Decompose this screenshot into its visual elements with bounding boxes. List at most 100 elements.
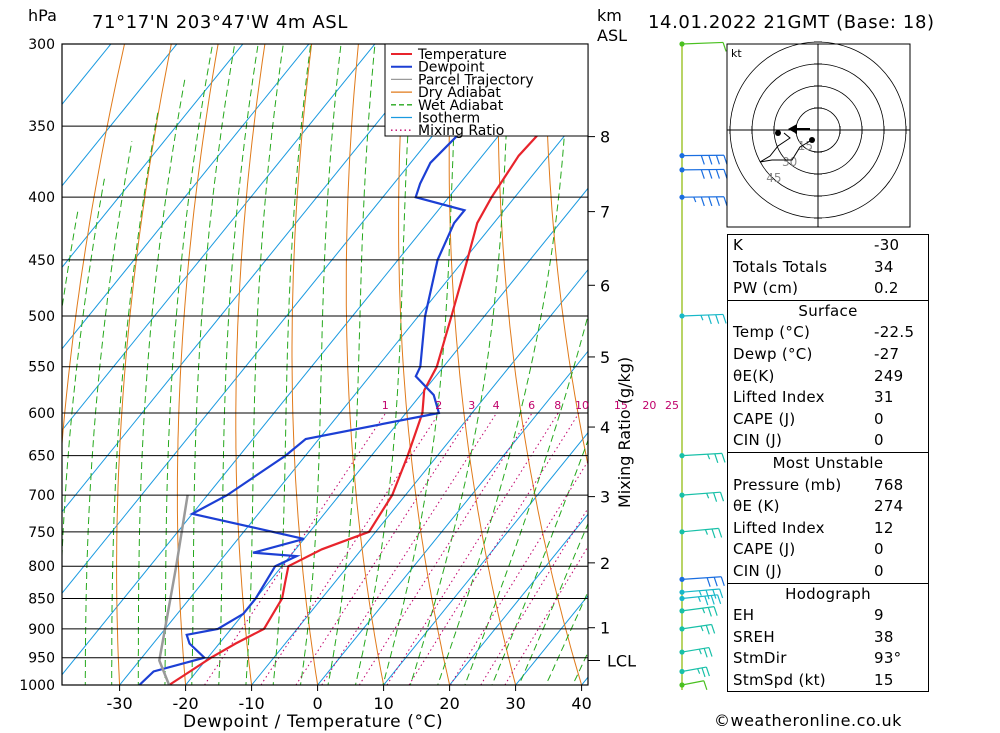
index-label: Dewp (°C) xyxy=(733,344,813,363)
mixing-ratio-line xyxy=(386,412,559,685)
plot-frame xyxy=(61,43,589,686)
index-row: Pressure (mb) 768 xyxy=(728,475,928,497)
wind-barb-dot xyxy=(679,649,685,655)
pressure-tick-label: 350 xyxy=(28,119,55,135)
index-row: StmDir 93° xyxy=(728,648,928,670)
index-value: 0 xyxy=(874,540,884,559)
wind-barb-dot xyxy=(679,589,685,595)
wind-barb xyxy=(681,168,728,179)
mixing-ratio-line xyxy=(321,412,498,685)
legend-label: Dewpoint xyxy=(418,60,485,76)
wind-barb xyxy=(681,576,725,587)
wind-barb xyxy=(681,41,727,52)
pressure-tick-label: 300 xyxy=(28,37,55,53)
location-title: 71°17'N 203°47'W 4m ASL xyxy=(92,12,348,33)
index-label: Pressure (mb) xyxy=(733,475,842,494)
index-label: θE(K) xyxy=(733,366,775,385)
pressure-tick-label: 800 xyxy=(28,559,55,575)
mixing-ratio-line xyxy=(295,412,473,685)
wind-barb xyxy=(681,606,718,617)
index-value: -27 xyxy=(874,344,900,363)
isotherm-line xyxy=(317,350,588,685)
dry-adiabat-line xyxy=(497,44,583,685)
x-tick-label: 30 xyxy=(505,694,525,713)
wet-adiabat-line xyxy=(62,176,106,567)
pressure-tick-label: 550 xyxy=(28,360,55,376)
wet-adiabat-line xyxy=(299,44,342,685)
x-tick-label: -20 xyxy=(173,694,199,713)
wet-adiabat-line xyxy=(382,44,459,685)
x-tick-label: -30 xyxy=(107,694,133,713)
isotherm-line xyxy=(383,431,588,685)
wind-barb xyxy=(681,646,713,658)
index-value: 0 xyxy=(874,561,884,580)
wet-adiabat-line xyxy=(464,313,588,685)
index-value: 34 xyxy=(874,257,894,276)
pressure-tick-label: 750 xyxy=(28,525,55,541)
index-label: Totals Totals xyxy=(733,257,828,276)
mixing-ratio-line xyxy=(449,460,588,685)
km-tick-label: 7 xyxy=(600,203,610,222)
index-label: CAPE (J) xyxy=(733,540,796,559)
wind-barb xyxy=(681,196,728,207)
index-label: CIN (J) xyxy=(733,431,783,450)
legend-label: Isotherm xyxy=(418,111,480,127)
index-label: StmDir xyxy=(733,649,787,668)
km-tick-label: 1 xyxy=(600,619,610,638)
x-tick-label: 20 xyxy=(439,694,459,713)
km-tick-label: 4 xyxy=(600,418,610,437)
hodograph-ring-label: 45 xyxy=(766,171,781,185)
index-label: Lifted Index xyxy=(733,388,825,407)
wet-adiabat-line xyxy=(437,44,571,685)
dry-adiabat-line xyxy=(345,44,385,685)
wind-barb xyxy=(681,491,725,502)
legend-label: Dry Adiabat xyxy=(418,85,501,101)
asl-unit-label: ASL xyxy=(597,26,627,45)
dry-adiabat-line xyxy=(235,44,266,685)
index-row: CIN (J) 0 xyxy=(728,561,928,583)
legend-label: Mixing Ratio xyxy=(418,123,504,139)
x-tick-label: 40 xyxy=(571,694,591,713)
mixing-ratio-label: 4 xyxy=(493,399,500,412)
wet-adiabat-line xyxy=(409,44,511,685)
wind-barb-dot xyxy=(679,668,685,675)
pressure-tick-label: 650 xyxy=(28,449,55,465)
index-value: 12 xyxy=(874,518,894,537)
wind-barb xyxy=(681,588,724,600)
hodograph-point xyxy=(775,130,781,136)
wet-adiabat-line xyxy=(272,44,312,685)
index-value: 0 xyxy=(874,409,884,428)
pressure-tick-label: 900 xyxy=(28,622,55,638)
wind-barb xyxy=(681,452,726,463)
index-row: StmSpd (kt) 15 xyxy=(728,670,928,692)
wind-barb xyxy=(681,623,716,635)
index-label: K xyxy=(733,236,744,254)
mixing-ratio-label: 6 xyxy=(528,399,535,412)
mixing-ratio-label: 15 xyxy=(614,399,628,412)
index-value: -22.5 xyxy=(874,323,915,342)
index-row: CAPE (J) 0 xyxy=(728,409,928,431)
index-value: 0.2 xyxy=(874,279,899,298)
index-value: -30 xyxy=(874,236,900,254)
isotherm-line xyxy=(62,44,310,350)
datetime-title: 14.01.2022 21GMT (Base: 18) xyxy=(648,12,935,33)
isotherm-line xyxy=(62,44,442,513)
legend-label: Parcel Trajectory xyxy=(418,72,534,88)
pressure-unit-label: hPa xyxy=(28,6,57,25)
legend-label: Temperature xyxy=(417,47,507,63)
dry-adiabat-line xyxy=(176,44,219,685)
pressure-tick-label: 500 xyxy=(28,309,55,325)
km-tick-label: 2 xyxy=(600,554,610,573)
wind-barb xyxy=(681,313,727,325)
wet-adiabat-line xyxy=(137,78,186,685)
km-tick-label: 5 xyxy=(600,348,610,367)
km-unit-label: km xyxy=(597,6,622,25)
index-label: StmSpd (kt) xyxy=(733,670,826,689)
pressure-tick-label: 850 xyxy=(28,592,55,608)
index-row: K -30 xyxy=(728,235,928,257)
index-row: EH 9 xyxy=(728,605,928,627)
mixing-ratio-axis-label: Mixing Ratio (g/kg) xyxy=(615,357,634,508)
most-unstable-header: Most Unstable xyxy=(772,453,884,472)
mixing-ratio-line xyxy=(204,412,387,685)
height-axis: 1 2 3 4 5 6 7 8 LCL xyxy=(588,128,636,671)
